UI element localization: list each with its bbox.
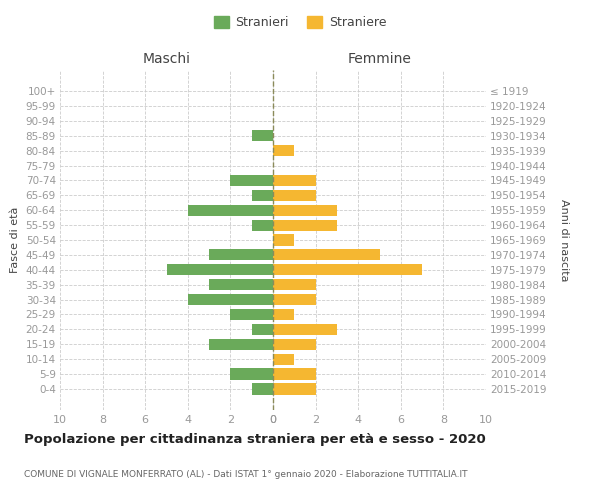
Bar: [273, 175, 316, 186]
Y-axis label: Fasce di età: Fasce di età: [10, 207, 20, 273]
Bar: [273, 368, 316, 380]
Bar: [273, 324, 337, 335]
Bar: [273, 264, 422, 276]
Text: COMUNE DI VIGNALE MONFERRATO (AL) - Dati ISTAT 1° gennaio 2020 - Elaborazione TU: COMUNE DI VIGNALE MONFERRATO (AL) - Dati…: [24, 470, 467, 479]
Y-axis label: Anni di nascita: Anni di nascita: [559, 198, 569, 281]
Bar: [230, 368, 273, 380]
Bar: [252, 384, 273, 394]
Bar: [273, 279, 316, 290]
Bar: [273, 145, 295, 156]
Bar: [188, 204, 273, 216]
Bar: [273, 220, 337, 230]
Bar: [273, 384, 316, 394]
Bar: [252, 190, 273, 201]
Bar: [252, 324, 273, 335]
Bar: [167, 264, 273, 276]
Legend: Stranieri, Straniere: Stranieri, Straniere: [209, 11, 391, 34]
Bar: [252, 220, 273, 230]
Title: Maschi: Maschi: [143, 52, 191, 66]
Bar: [273, 234, 295, 246]
Bar: [209, 338, 273, 350]
Bar: [209, 279, 273, 290]
Bar: [273, 338, 316, 350]
Bar: [273, 250, 380, 260]
Bar: [273, 354, 295, 365]
Bar: [273, 204, 337, 216]
Bar: [230, 175, 273, 186]
Text: Popolazione per cittadinanza straniera per età e sesso - 2020: Popolazione per cittadinanza straniera p…: [24, 432, 486, 446]
Bar: [188, 294, 273, 305]
Title: Femmine: Femmine: [347, 52, 412, 66]
Bar: [209, 250, 273, 260]
Bar: [273, 294, 316, 305]
Bar: [230, 309, 273, 320]
Bar: [273, 309, 295, 320]
Bar: [252, 130, 273, 141]
Bar: [273, 190, 316, 201]
